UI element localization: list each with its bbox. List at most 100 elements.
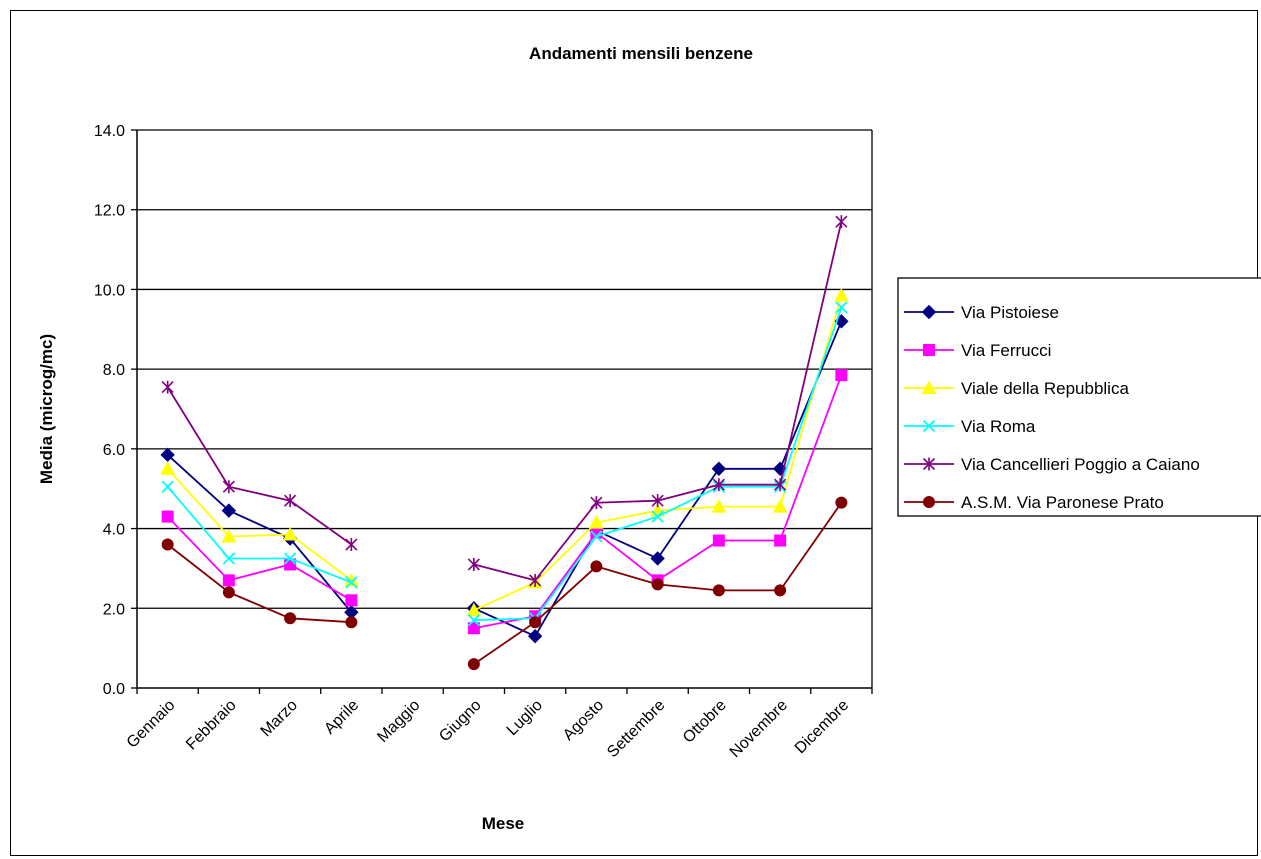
legend-item: Via Cancellieri Poggio a Caiano <box>904 455 1200 474</box>
data-point <box>651 494 664 508</box>
data-point <box>651 510 664 523</box>
data-point <box>282 527 298 541</box>
y-tick-label: 14.0 <box>94 123 125 140</box>
data-point <box>774 478 787 492</box>
data-point <box>529 573 542 587</box>
y-tick-label: 6.0 <box>103 442 125 459</box>
data-point <box>589 515 604 529</box>
data-point <box>467 622 480 635</box>
data-point <box>835 301 848 314</box>
data-point <box>835 369 848 382</box>
data-point <box>651 578 664 591</box>
data-point <box>161 380 174 394</box>
data-point <box>345 616 358 629</box>
series-3 <box>161 301 848 627</box>
data-point <box>529 616 542 629</box>
x-tick-label: Aprile <box>321 697 362 738</box>
data-point <box>161 538 174 551</box>
x-axis-title: Mese <box>482 814 525 833</box>
data-point <box>834 287 849 302</box>
legend-label: Via Roma <box>961 417 1036 436</box>
y-tick-label: 10.0 <box>94 282 125 299</box>
data-point <box>284 494 297 508</box>
x-tick-label: Giugno <box>436 697 485 746</box>
x-tick-label: Luglio <box>504 697 546 739</box>
legend-label: A.S.M. Via Paronese Prato <box>961 493 1164 512</box>
data-point <box>712 584 725 597</box>
x-tick-label: Marzo <box>257 697 301 741</box>
legend-marker <box>923 344 935 356</box>
x-tick-label: Febbraio <box>183 697 240 754</box>
legend-marker <box>921 380 937 394</box>
data-point <box>467 557 480 571</box>
data-point <box>590 496 603 510</box>
data-point <box>527 628 543 644</box>
series-2 <box>160 287 849 617</box>
y-axis-title: Media (microg/mc) <box>37 334 56 484</box>
x-tick-label: Gennaio <box>124 697 179 752</box>
data-point <box>284 612 297 625</box>
data-point <box>161 510 174 523</box>
data-point <box>467 658 480 671</box>
data-point <box>774 534 787 547</box>
series-4 <box>161 215 848 587</box>
series-line <box>166 221 843 582</box>
data-point <box>222 586 235 599</box>
legend-label: Via Ferrucci <box>961 341 1051 360</box>
data-point <box>283 552 297 565</box>
legend-item: Viale della Repubblica <box>904 379 1129 398</box>
data-point <box>222 480 235 494</box>
series-line <box>166 295 843 612</box>
legend-item: Via Pistoiese <box>904 303 1059 322</box>
y-tick-label: 0.0 <box>103 681 125 698</box>
x-tick-label: Novembre <box>727 697 791 761</box>
legend-label: Via Pistoiese <box>961 303 1059 322</box>
data-point <box>835 496 848 509</box>
y-tick-label: 4.0 <box>103 522 125 539</box>
data-point <box>711 499 727 513</box>
legend-marker <box>921 304 937 320</box>
data-point <box>221 503 237 518</box>
legend-marker <box>922 457 936 471</box>
plot-area: 0.0 2.0 4.0 6.0 8.0 10.0 12.0 14.0 Gennaio Febbra… <box>94 123 873 761</box>
legend-marker <box>923 496 935 508</box>
legend-item: A.S.M. Via Paronese Prato <box>904 493 1164 512</box>
x-tick-label: Ottobre <box>680 697 730 747</box>
legend-marker <box>922 419 936 433</box>
legend-label: Via Cancellieri Poggio a Caiano <box>961 455 1200 474</box>
x-tick-label: Maggio <box>374 697 423 746</box>
series-1 <box>161 369 848 635</box>
data-point <box>222 552 236 565</box>
data-point <box>160 461 175 475</box>
legend-label: Viale della Repubblica <box>961 379 1129 398</box>
legend-item: Via Roma <box>904 417 1036 436</box>
data-point <box>467 614 481 627</box>
legend-box <box>897 277 1261 517</box>
data-point <box>466 602 482 617</box>
y-tick-label: 12.0 <box>94 203 125 220</box>
data-point <box>221 528 237 543</box>
series-line <box>167 502 843 665</box>
data-point <box>712 478 725 492</box>
chart-title: Andamenti mensili benzene <box>529 44 753 63</box>
data-point <box>774 584 787 597</box>
legend-item: Via Ferrucci <box>904 341 1051 360</box>
legend: Via Pistoiese Via Ferrucci Viale della Rep… <box>897 277 1261 517</box>
x-tick-label: Settembre <box>604 697 668 761</box>
data-point <box>772 499 788 513</box>
data-point <box>345 538 358 552</box>
x-tick-label: Agosto <box>560 697 607 744</box>
data-point <box>345 594 358 607</box>
data-point <box>712 534 725 547</box>
series-0 <box>160 314 849 644</box>
y-tick-label: 8.0 <box>103 362 125 379</box>
data-point <box>650 551 665 566</box>
series-5 <box>161 496 848 671</box>
y-tick-label: 2.0 <box>103 601 125 618</box>
x-tick-label: Dicembre <box>792 697 853 758</box>
data-point <box>590 530 603 543</box>
data-point <box>222 574 235 587</box>
data-point <box>345 576 358 589</box>
data-point <box>161 480 174 493</box>
